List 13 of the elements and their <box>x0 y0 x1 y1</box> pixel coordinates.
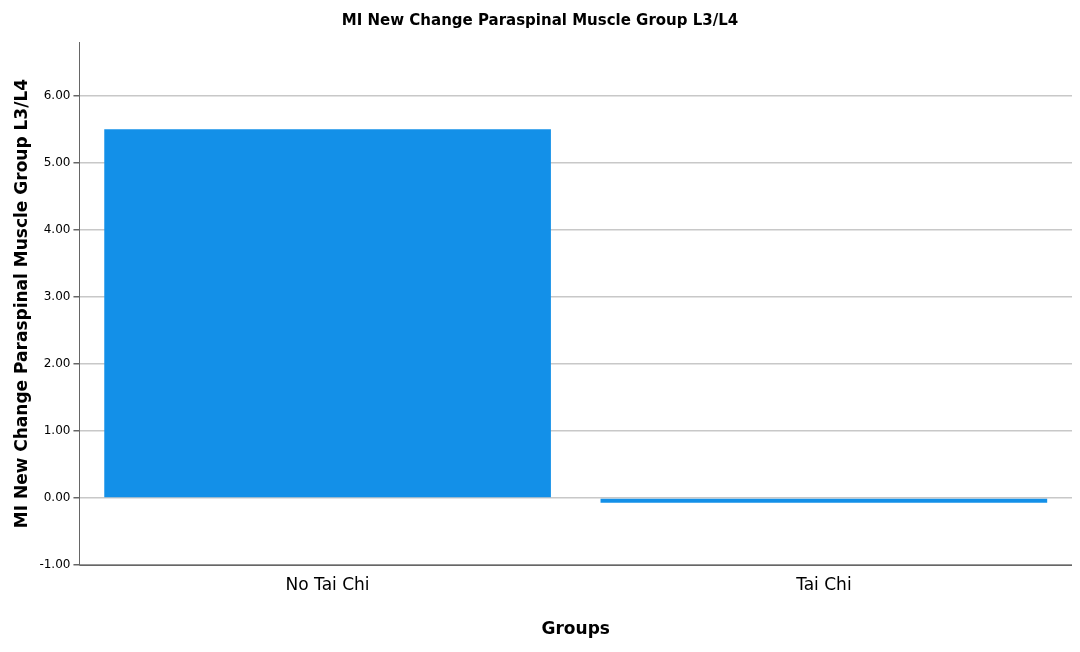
x-tick-label: Tai Chi <box>795 573 852 594</box>
y-tick-label: 2.00 <box>43 356 71 371</box>
x-axis-title: Groups <box>541 618 610 639</box>
y-tick-label: 5.00 <box>43 154 71 169</box>
y-tick-label: 1.00 <box>43 423 71 438</box>
chart-title: MI New Change Paraspinal Muscle Group L3/L4 <box>341 10 739 29</box>
y-tick-label: 0.00 <box>43 490 71 505</box>
y-tick-label: 4.00 <box>43 221 71 236</box>
x-tick-label: No Tai Chi <box>285 573 370 594</box>
y-axis-title: MI New Change Paraspinal Muscle Group L3/L4 <box>10 78 31 529</box>
y-tick-label: 6.00 <box>43 87 71 102</box>
y-tick-label: -1.00 <box>39 557 71 572</box>
y-tick-label: 3.00 <box>43 289 71 304</box>
